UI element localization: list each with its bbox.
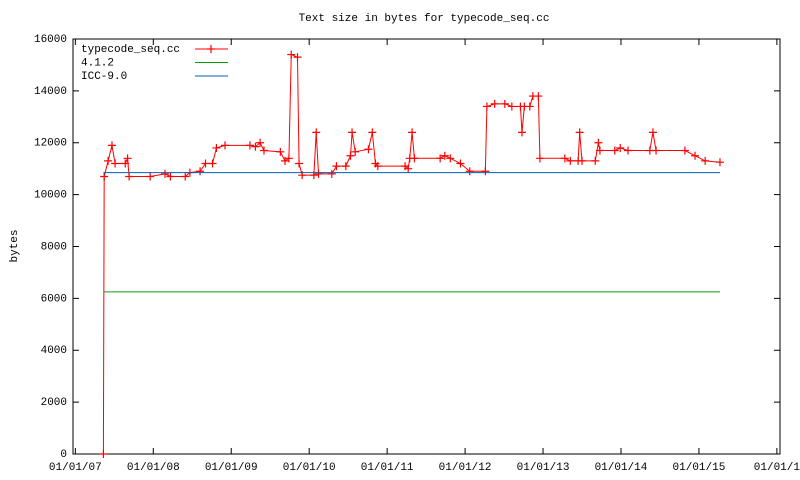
point-marker [610,146,619,155]
point-marker [594,138,603,147]
point-marker [481,167,490,176]
point-marker [259,146,268,155]
y-tick-label: 0 [60,449,67,461]
series-line [102,53,721,455]
point-marker [327,169,336,178]
legend-marker [207,45,215,53]
point-marker [566,156,575,165]
point-marker [146,172,155,181]
point-marker [221,141,230,150]
point-marker [436,154,445,163]
y-axis-label: bytes [9,229,21,262]
point-marker [408,128,417,137]
point-marker [575,128,584,137]
point-marker [368,128,377,137]
point-marker [245,141,254,150]
point-marker [652,146,661,155]
x-tick-label: 01/01/12 [439,462,492,474]
y-tick-label: 8000 [41,241,67,253]
y-tick-label: 10000 [34,190,67,202]
x-tick-label: 01/01/13 [517,462,570,474]
x-tick-label: 01/01/08 [127,462,180,474]
point-marker [256,138,265,147]
point-marker [517,128,526,137]
point-marker [166,172,175,181]
plot-border [72,38,781,455]
point-marker [287,50,296,59]
point-marker [160,169,169,178]
y-tick-label: 16000 [34,34,67,46]
legend-label: ICC-9.0 [81,71,127,83]
point-marker [293,53,302,62]
x-tick-label: 01/01/15 [673,462,726,474]
point-marker [500,99,509,108]
x-tick-label: 01/01/11 [361,462,414,474]
point-marker [440,151,449,160]
point-marker [364,145,373,154]
point-marker [111,159,120,168]
point-marker [123,154,132,163]
point-marker [351,147,360,156]
point-marker [482,102,491,111]
y-tick-label: 14000 [34,86,67,98]
point-marker [578,156,587,165]
point-marker [560,154,569,163]
point-marker [680,146,689,155]
point-marker [535,154,544,163]
point-marker [701,156,710,165]
point-marker [346,151,355,160]
point-marker [648,128,657,137]
point-marker [196,167,205,176]
point-marker [107,141,116,150]
legend-label: typecode_seq.cc [81,44,180,56]
point-marker [446,154,455,163]
point-marker [616,143,625,152]
point-marker [314,169,323,178]
point-marker [623,146,632,155]
x-tick-label: 01/01/1 [754,462,800,474]
point-marker [100,172,109,181]
point-marker [208,159,217,168]
point-marker [591,156,600,165]
point-marker [201,159,210,168]
point-marker [332,162,341,171]
point-marker [534,92,543,101]
point-marker [284,154,293,163]
y-tick-label: 12000 [34,138,67,150]
point-marker [490,99,499,108]
point-marker [456,159,465,168]
point-marker [251,142,260,151]
point-marker [410,154,419,163]
point-marker [691,151,700,160]
point-marker [276,147,285,156]
legend-label: 4.1.2 [81,57,114,69]
y-tick-label: 4000 [41,345,67,357]
point-marker [104,156,113,165]
point-marker [312,128,321,137]
point-marker [507,102,516,111]
point-marker [525,102,534,111]
point-marker [121,159,130,168]
point-marker [348,128,357,137]
x-tick-label: 01/01/10 [283,462,336,474]
point-marker [181,172,190,181]
point-marker [404,164,413,173]
x-tick-label: 01/01/07 [49,462,102,474]
point-marker [373,162,382,171]
y-tick-label: 6000 [41,293,67,305]
point-marker [212,143,221,152]
point-marker [715,158,724,167]
y-tick-label: 2000 [41,397,67,409]
point-marker [295,159,304,168]
point-marker [465,167,474,176]
point-marker [595,146,604,155]
x-tick-label: 01/01/09 [205,462,258,474]
point-marker [99,450,108,458]
x-tick-label: 01/01/14 [595,462,648,474]
chart-title: Text size in bytes for typecode_seq.cc [299,13,550,25]
point-marker [341,162,350,171]
point-marker [125,172,134,181]
